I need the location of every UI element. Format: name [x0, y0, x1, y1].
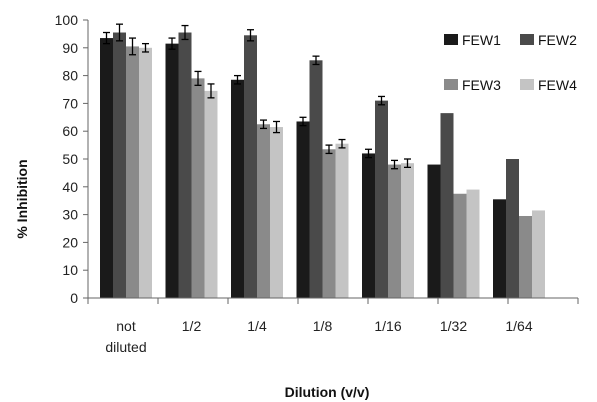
y-tick-label-0: 0 — [70, 290, 78, 306]
y-tick-label-90: 90 — [62, 40, 78, 56]
x-tick-labels: not diluted 1/2 1/4 1/8 1/16 1/32 1/64 — [105, 318, 532, 355]
bar-few4-2 — [270, 127, 283, 298]
x-tick-label-line: 1/2 — [182, 318, 202, 334]
legend-label-few1: FEW1 — [462, 32, 501, 48]
x-tick-label-line: 1/4 — [247, 318, 267, 334]
y-tick-label-60: 60 — [62, 123, 78, 139]
bar-few2-1 — [178, 32, 192, 298]
legend-swatch-few3 — [444, 79, 458, 90]
x-tick-label-6: 1/64 — [505, 318, 532, 334]
y-tick-label-20: 20 — [62, 234, 78, 250]
y-tick-label-30: 30 — [62, 207, 78, 223]
bar-few3-0 — [126, 46, 139, 298]
y-tick-label-70: 70 — [62, 95, 78, 111]
bar-few1-3 — [296, 121, 310, 298]
y-tick-label-100: 100 — [55, 12, 79, 28]
bar-few4-5 — [466, 189, 480, 298]
y-tick-label-80: 80 — [62, 68, 78, 84]
bar-few1-4 — [362, 153, 375, 298]
bar-few2-6 — [506, 159, 519, 298]
y-tick-label-10: 10 — [62, 262, 78, 278]
x-tick-label-2: 1/4 — [247, 318, 267, 334]
legend-label-few2: FEW2 — [538, 32, 577, 48]
error-bars-layer — [103, 23, 411, 170]
bar-few1-2 — [231, 79, 244, 299]
bar-few4-6 — [532, 210, 545, 298]
bar-few1-6 — [493, 199, 506, 298]
bar-few4-1 — [204, 90, 218, 298]
x-tick-label-3: 1/8 — [313, 318, 333, 334]
y-tick-labels: 0 10 20 30 40 50 60 70 80 90 100 — [55, 12, 79, 306]
bar-few4-4 — [401, 163, 414, 298]
legend-label-few3: FEW3 — [462, 77, 501, 93]
bar-few3-1 — [191, 78, 205, 298]
y-tick-label-50: 50 — [62, 151, 78, 167]
y-tick-label-40: 40 — [62, 179, 78, 195]
bar-few3-3 — [322, 149, 336, 298]
bar-few3-4 — [388, 164, 401, 298]
bars-layer — [100, 32, 545, 299]
bar-few3-6 — [519, 215, 532, 298]
x-axis-title: Dilution (v/v) — [285, 384, 370, 400]
x-tick-label-line: not — [116, 318, 136, 334]
bar-few1-5 — [427, 164, 441, 298]
y-axis-title: % Inhibition — [14, 159, 30, 238]
x-tick-label-4: 1/16 — [374, 318, 401, 334]
x-tick-label-line: 1/64 — [505, 318, 532, 334]
bar-few3-2 — [257, 124, 270, 298]
bar-few2-4 — [375, 100, 388, 299]
bar-few4-3 — [335, 143, 349, 298]
legend-swatch-few4 — [520, 79, 534, 90]
bar-few2-0 — [113, 32, 126, 298]
x-tick-label-5: 1/32 — [440, 318, 467, 334]
bar-few2-3 — [309, 60, 323, 299]
bar-few1-0 — [100, 38, 113, 298]
bar-few4-0 — [139, 47, 152, 298]
legend: FEW1 FEW2 FEW3 FEW4 — [444, 32, 577, 93]
legend-label-few4: FEW4 — [538, 77, 577, 93]
axes-layer — [83, 19, 579, 304]
x-tick-label-line: 1/16 — [374, 318, 401, 334]
x-tick-label-line: diluted — [105, 339, 146, 355]
bar-few2-2 — [244, 35, 257, 298]
legend-swatch-few2 — [520, 34, 534, 45]
legend-swatch-few1 — [444, 34, 458, 45]
bar-few2-5 — [440, 113, 454, 298]
bar-few3-5 — [453, 193, 467, 298]
x-tick-label-line: 1/8 — [313, 318, 333, 334]
x-tick-label-0: not diluted — [105, 318, 146, 355]
bar-few1-1 — [165, 43, 179, 298]
x-tick-label-line: 1/32 — [440, 318, 467, 334]
x-tick-label-1: 1/2 — [182, 318, 202, 334]
